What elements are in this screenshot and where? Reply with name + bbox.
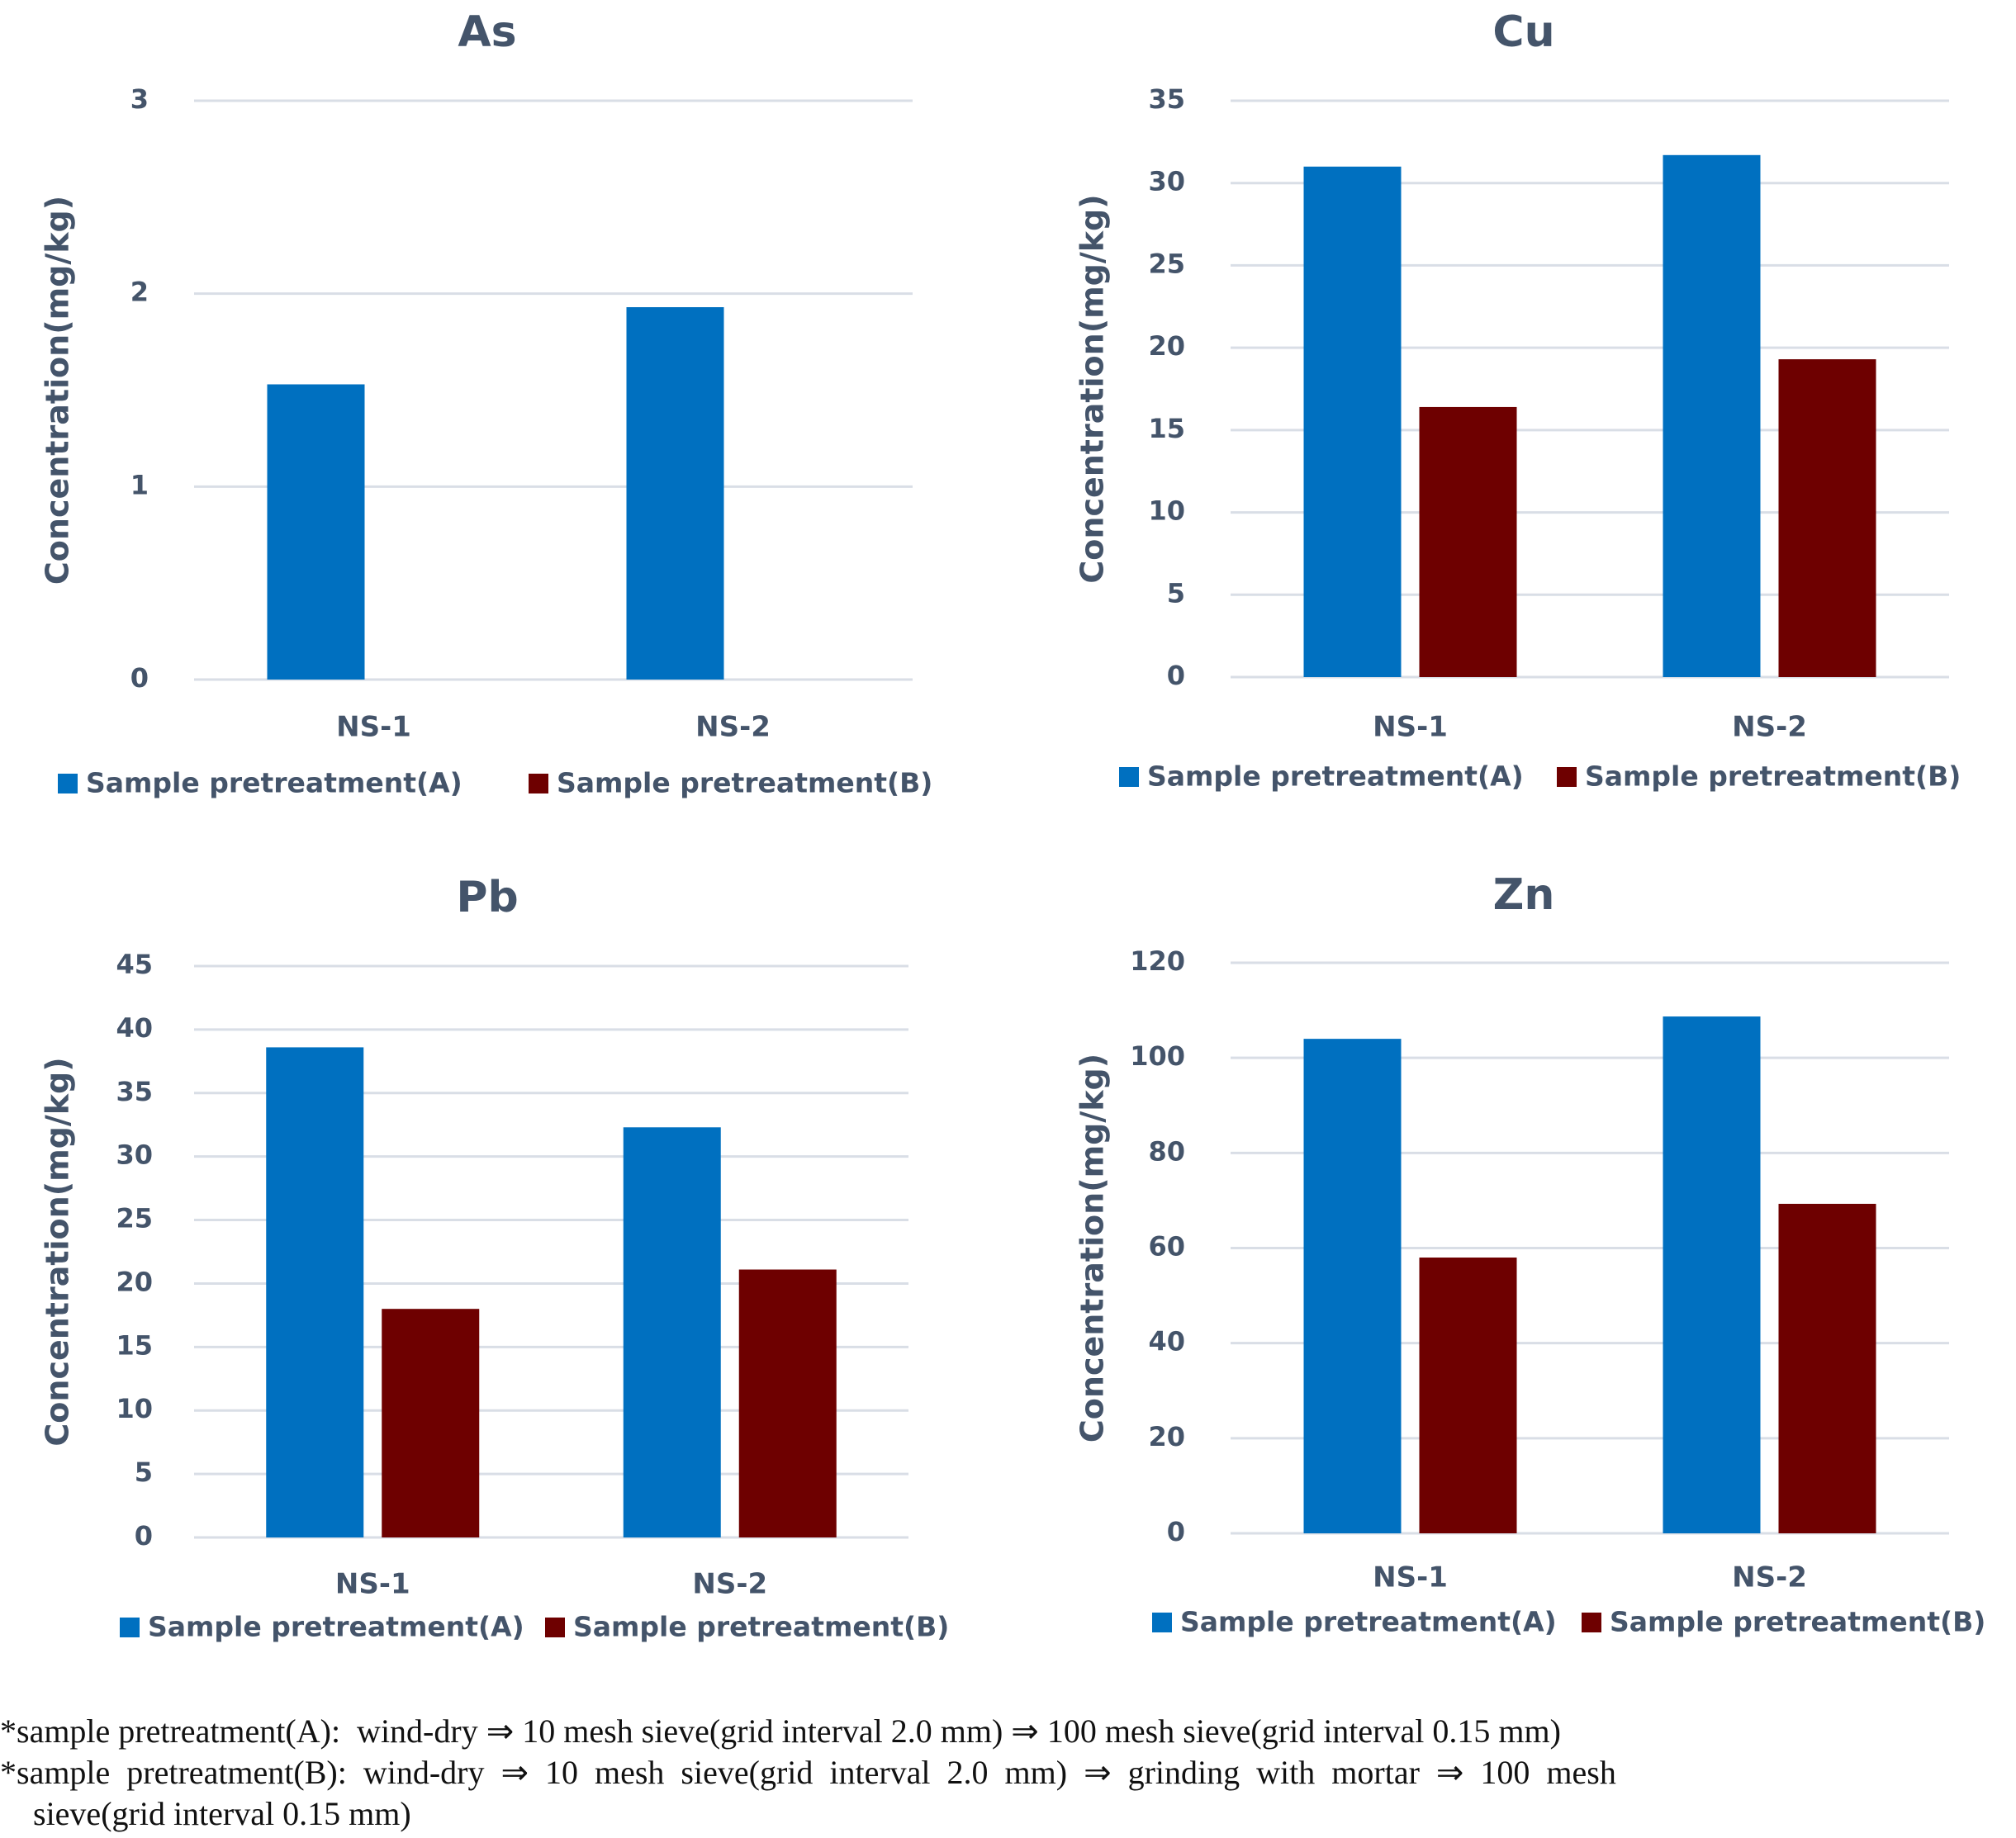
y-tick-label-pb-15: 15 — [116, 1329, 153, 1361]
footnote-b-continued: sieve(grid interval 0.15 mm) — [0, 1795, 411, 1832]
chart-title-pb: Pb — [456, 873, 518, 922]
y-tick-label-cu-5: 5 — [1167, 577, 1185, 609]
y-tick-label-zn-120: 120 — [1130, 945, 1185, 977]
y-axis-label-as: Concentration(mg/kg) — [40, 196, 76, 585]
y-tick-label-pb-25: 25 — [116, 1203, 153, 1234]
bar-cu-ns-2-a — [1663, 154, 1761, 678]
bar-zn-ns-1-a — [1303, 1039, 1402, 1533]
bar-cu-ns-1-a — [1303, 166, 1402, 677]
x-tick-label-zn-ns-1: NS-1 — [1373, 1561, 1448, 1594]
y-tick-label-cu-35: 35 — [1148, 83, 1185, 115]
y-tick-label-pb-45: 45 — [116, 949, 153, 980]
y-tick-label-pb-5: 5 — [135, 1457, 153, 1488]
y-tick-label-as-0: 0 — [130, 662, 149, 694]
y-tick-label-zn-0: 0 — [1167, 1516, 1185, 1547]
bar-cu-ns-2-b — [1778, 359, 1876, 677]
x-tick-label-as-ns-2: NS-2 — [695, 711, 771, 744]
x-tick-label-cu-ns-1: NS-1 — [1373, 711, 1448, 744]
legend-label-pb-b: Sample pretreatment(B) — [573, 1611, 949, 1643]
y-tick-label-cu-30: 30 — [1148, 166, 1185, 197]
y-axis-label-zn: Concentration(mg/kg) — [1074, 1054, 1111, 1442]
x-tick-label-pb-ns-1: NS-1 — [335, 1568, 410, 1601]
bar-pb-ns-1-b — [382, 1309, 480, 1537]
x-tick-label-pb-ns-2: NS-2 — [692, 1568, 767, 1601]
legend-label-cu-b: Sample pretreatment(B) — [1585, 760, 1961, 793]
y-tick-label-as-1: 1 — [130, 469, 149, 500]
chart-title-zn: Zn — [1493, 870, 1555, 920]
y-tick-label-pb-35: 35 — [116, 1076, 153, 1107]
legend-swatch-zn-b — [1582, 1613, 1601, 1632]
y-axis-label-pb: Concentration(mg/kg) — [40, 1057, 76, 1446]
legend-swatch-as-b — [529, 774, 548, 793]
bar-pb-ns-2-b — [738, 1269, 837, 1537]
y-tick-label-cu-0: 0 — [1167, 660, 1185, 691]
bar-zn-ns-2-a — [1663, 1016, 1761, 1533]
bar-zn-ns-1-b — [1419, 1258, 1517, 1533]
y-tick-label-cu-20: 20 — [1148, 330, 1185, 362]
legend-swatch-cu-b — [1557, 767, 1577, 787]
bar-cu-ns-1-b — [1419, 406, 1517, 677]
legend-label-zn-a: Sample pretreatment(A) — [1180, 1606, 1557, 1638]
bar-pb-ns-2-a — [623, 1127, 721, 1537]
legend-label-pb-a: Sample pretreatment(A) — [148, 1611, 524, 1643]
x-tick-label-cu-ns-2: NS-2 — [1732, 711, 1807, 744]
y-tick-label-zn-60: 60 — [1148, 1231, 1185, 1262]
y-tick-label-as-2: 2 — [130, 277, 149, 308]
y-tick-label-as-3: 3 — [130, 83, 149, 115]
bar-pb-ns-1-a — [266, 1047, 364, 1537]
bar-zn-ns-2-b — [1778, 1203, 1876, 1533]
footnote-a: *sample pretreatment(A): wind-dry ⇒ 10 m… — [0, 1712, 1561, 1750]
y-tick-label-pb-10: 10 — [116, 1393, 153, 1424]
x-tick-label-as-ns-1: NS-1 — [336, 711, 411, 744]
legend-swatch-zn-a — [1152, 1613, 1172, 1632]
legend-swatch-pb-b — [545, 1618, 565, 1637]
y-tick-label-zn-80: 80 — [1148, 1135, 1185, 1167]
y-tick-label-cu-15: 15 — [1148, 413, 1185, 444]
y-tick-label-zn-20: 20 — [1148, 1421, 1185, 1452]
y-tick-label-pb-20: 20 — [116, 1266, 153, 1297]
chart-title-cu: Cu — [1492, 7, 1554, 57]
legend-swatch-pb-a — [120, 1618, 140, 1637]
x-tick-label-zn-ns-2: NS-2 — [1732, 1561, 1807, 1594]
legend-label-zn-b: Sample pretreatment(B) — [1610, 1606, 1985, 1638]
y-tick-label-cu-25: 25 — [1148, 248, 1185, 279]
legend-label-cu-a: Sample pretreatment(A) — [1147, 760, 1524, 793]
y-tick-label-cu-10: 10 — [1148, 495, 1185, 527]
y-tick-label-pb-0: 0 — [135, 1520, 153, 1551]
bar-as-ns-2-a — [626, 307, 724, 680]
legend-label-as-a: Sample pretreatment(A) — [86, 767, 462, 799]
y-tick-label-pb-30: 30 — [116, 1139, 153, 1171]
bar-as-ns-1-a — [267, 384, 365, 680]
y-axis-label-cu: Concentration(mg/kg) — [1074, 194, 1111, 583]
footnote-b: *sample pretreatment(B): wind-dry ⇒ 10 m… — [0, 1754, 1616, 1791]
legend-label-as-b: Sample pretreatment(B) — [557, 767, 932, 799]
legend-swatch-cu-a — [1119, 767, 1139, 787]
legend-swatch-as-a — [58, 774, 78, 793]
chart-title-as: As — [458, 7, 516, 57]
y-tick-label-zn-100: 100 — [1130, 1040, 1185, 1072]
y-tick-label-pb-40: 40 — [116, 1012, 153, 1044]
y-tick-label-zn-40: 40 — [1148, 1326, 1185, 1357]
